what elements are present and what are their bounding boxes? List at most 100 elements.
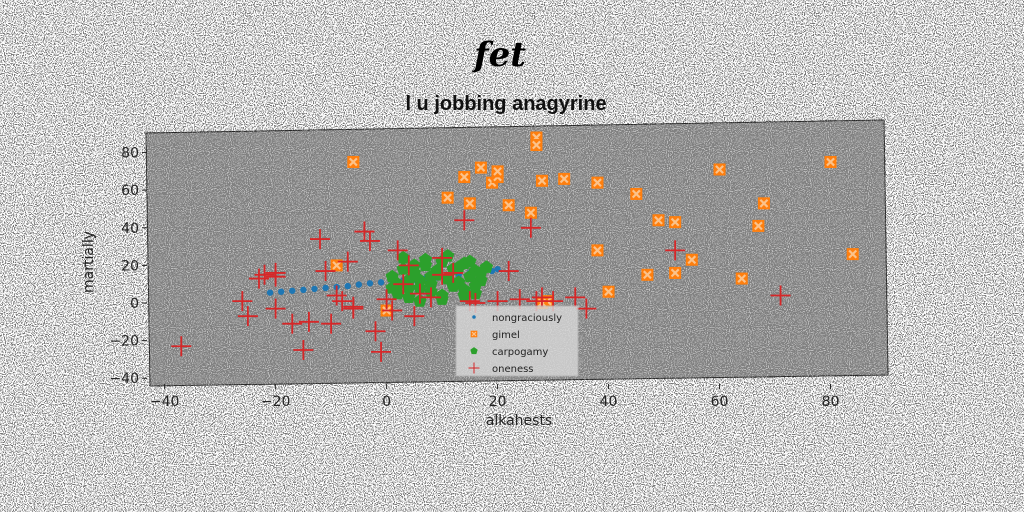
oneness-point (420, 287, 441, 308)
oneness-point (443, 262, 464, 283)
gimel-point (491, 165, 504, 178)
nongraciously-point (322, 284, 329, 292)
nongraciously-point (366, 280, 374, 287)
gimel-point (713, 163, 726, 176)
figure-suptitle: fet (472, 35, 526, 75)
y-tick-label: 60 (121, 183, 139, 199)
gimel-point (458, 171, 471, 184)
nongraciously-point (344, 282, 351, 290)
nongraciously-point (277, 288, 285, 295)
y-tick-label: 40 (121, 221, 139, 237)
oneness-point (371, 341, 392, 362)
oneness-point (576, 298, 597, 319)
carpogamy-point (457, 288, 471, 302)
carpogamy-point (396, 250, 410, 264)
x-axis-label: alkahests (486, 413, 552, 429)
gimel-point (535, 174, 548, 187)
y-tick-label: −20 (109, 334, 139, 350)
oneness-point (343, 298, 364, 319)
y-tick-label: −40 (109, 371, 139, 387)
gimel-point (669, 266, 682, 279)
nongraciously-point (355, 281, 363, 288)
carpogamy-point (468, 279, 482, 292)
oneness-point (404, 306, 425, 327)
legend-label-carpogamy: carpogamy (492, 347, 548, 358)
gimel-point (502, 199, 515, 212)
oneness-point (354, 221, 375, 242)
oneness-point (665, 240, 686, 261)
gimel-point (474, 161, 487, 174)
oneness-point (315, 261, 336, 282)
oneness-point (237, 306, 258, 327)
carpogamy-point (452, 260, 466, 273)
gimel-point (530, 139, 543, 152)
oneness-point (520, 217, 541, 238)
oneness-point (454, 210, 475, 231)
nongraciously-point (289, 287, 296, 294)
legend-marker-gimel (470, 330, 478, 338)
x-tick-label: 80 (822, 394, 840, 410)
oneness-point (359, 230, 380, 251)
gimel-point (641, 268, 654, 281)
legend-label-nongraciously: nongraciously (492, 313, 562, 324)
oneness-point (565, 287, 586, 308)
oneness-point (531, 287, 552, 308)
oneness-point (293, 340, 314, 361)
y-tick-label: 0 (130, 296, 139, 312)
oneness-point (365, 321, 386, 342)
gimel-point (735, 272, 748, 285)
oneness-point (332, 291, 353, 312)
carpogamy-point (446, 277, 460, 290)
oneness-point (254, 264, 275, 285)
gimel-point (630, 187, 643, 200)
x-tick-label: −20 (261, 394, 291, 410)
gimel-point (558, 172, 571, 185)
oneness-point (382, 300, 403, 321)
oneness-point (498, 261, 519, 282)
oneness-point (393, 274, 414, 295)
legend: nongraciously gimel carpogamy oneness (455, 305, 579, 377)
x-tick-label: 60 (711, 394, 729, 410)
gimel-point (669, 216, 682, 229)
carpogamy-point (413, 273, 427, 287)
y-tick-label: 80 (121, 146, 139, 162)
carpogamy-point (463, 254, 477, 268)
oneness-point (432, 247, 453, 268)
oneness-point (326, 285, 347, 306)
oneness-point (770, 285, 791, 306)
oneness-point (376, 289, 397, 310)
x-tick-label: 20 (489, 394, 507, 410)
carpogamy-point (424, 269, 438, 283)
gimel-point (463, 197, 476, 210)
oneness-point (321, 313, 342, 334)
gimel-point (591, 244, 604, 257)
gimel-point (824, 155, 837, 168)
nongraciously-point (377, 279, 385, 286)
gimel-point (757, 197, 770, 210)
y-axis-label: martially (81, 231, 97, 293)
oneness-point (248, 268, 269, 289)
gimel-point (652, 214, 665, 227)
oneness-point (282, 313, 303, 334)
legend-marker-carpogamy (470, 347, 478, 355)
carpogamy-point (402, 273, 416, 287)
carpogamy-point (435, 292, 449, 305)
legend-marker-nongraciously (472, 315, 476, 319)
gimel-point (685, 253, 698, 266)
chart-title: l u jobbing anagyrine (405, 93, 606, 115)
y-tick-label: 20 (121, 258, 139, 274)
x-tick-label: 0 (382, 394, 391, 410)
nongraciously-point (266, 289, 274, 296)
oneness-point (310, 229, 331, 250)
oneness-point (265, 262, 286, 283)
legend-label-gimel: gimel (492, 330, 520, 341)
gimel-point (752, 219, 765, 232)
oneness-point (387, 240, 408, 261)
oneness-point (432, 264, 453, 285)
oneness-point (398, 255, 419, 276)
oneness-point (409, 283, 430, 304)
gimel-point (347, 155, 360, 168)
x-tick-label: −40 (150, 394, 180, 410)
gimel-point (524, 206, 537, 219)
